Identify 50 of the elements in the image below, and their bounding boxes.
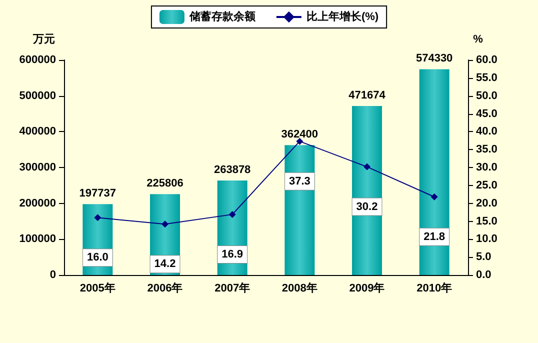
data-label: 574330 <box>416 52 453 65</box>
x-tick-label: 2008年 <box>282 282 318 294</box>
x-tick-label: 2010年 <box>416 282 452 294</box>
data-label: 16.9 <box>222 248 244 260</box>
point <box>364 163 370 170</box>
x-tick-label: 2009年 <box>349 282 385 294</box>
point <box>94 214 102 222</box>
x-tick-label: 2005年 <box>80 282 116 294</box>
data-label: 471674 <box>348 89 386 102</box>
y-axis-title: 万元 <box>32 34 55 46</box>
legend-label: 储蓄存款余额 <box>188 10 256 23</box>
data-label: 14.2 <box>154 258 176 270</box>
data-label: 30.2 <box>356 200 378 213</box>
y2-tick-label: 35.0 <box>476 144 498 156</box>
data-label: 37.3 <box>288 175 310 188</box>
y2-tick-label: 45.0 <box>476 108 498 120</box>
legend-label: 比上年增长(%) <box>306 10 379 23</box>
y2-tick-label: 0.0 <box>476 269 492 281</box>
point <box>228 210 236 218</box>
data-label: 16.0 <box>86 252 108 264</box>
y-tick-label: 500000 <box>19 90 56 102</box>
bar <box>352 106 382 275</box>
y2-tick-label: 40.0 <box>476 126 498 138</box>
point <box>162 220 168 228</box>
y2-tick-label: 10.0 <box>476 233 498 246</box>
y2-tick-label: 60.0 <box>476 54 498 66</box>
y2-tick-label: 30.0 <box>476 162 498 174</box>
point <box>430 193 438 200</box>
y-tick-label: 600000 <box>19 54 56 66</box>
y2-axis-title: % <box>473 34 484 46</box>
data-label: 21.8 <box>424 230 446 243</box>
y-tick-label: 300000 <box>19 162 56 174</box>
data-label: 197737 <box>79 188 116 200</box>
point <box>296 138 304 145</box>
data-label: 362400 <box>281 128 318 141</box>
y2-tick-label: 5.0 <box>476 251 492 264</box>
y2-tick-label: 55.0 <box>476 72 498 84</box>
y2-tick-label: 25.0 <box>476 179 498 192</box>
y-tick-label: 400000 <box>19 126 56 138</box>
data-label: 263878 <box>214 164 251 176</box>
x-tick-label: 2006年 <box>147 282 183 294</box>
y2-tick-label: 50.0 <box>476 90 498 102</box>
y2-tick-label: 20.0 <box>476 197 498 210</box>
bar <box>419 69 450 275</box>
y-tick-label: 200000 <box>19 197 56 210</box>
y-tick-label: 100000 <box>19 233 56 246</box>
y-tick-label: 0 <box>50 269 56 281</box>
data-label: 225806 <box>146 178 184 190</box>
y2-tick-label: 15.0 <box>476 215 498 228</box>
x-tick-label: 2007年 <box>214 282 250 294</box>
